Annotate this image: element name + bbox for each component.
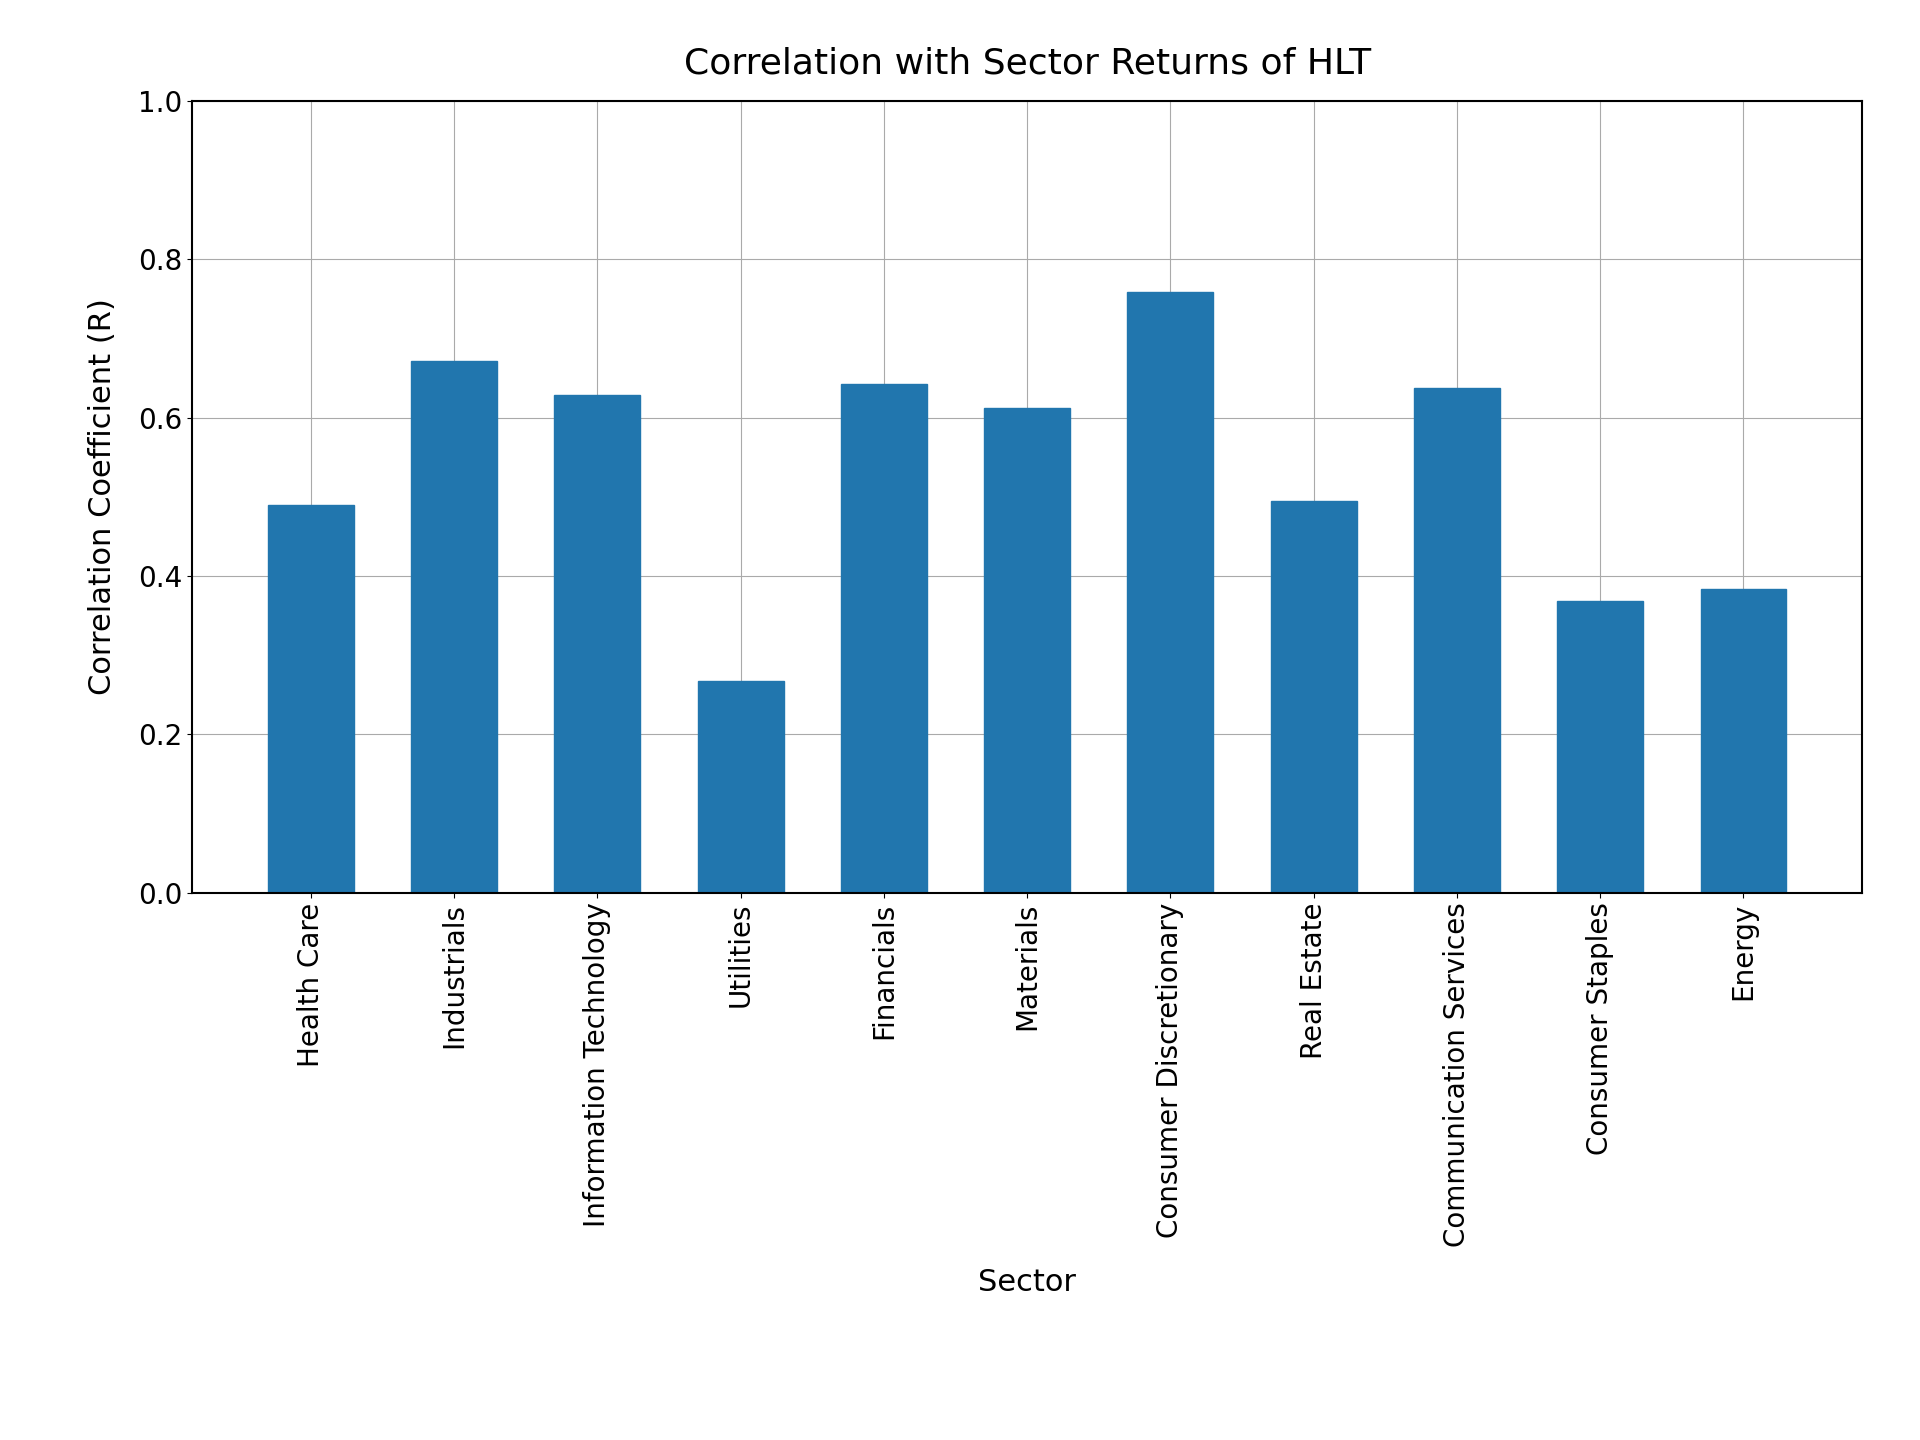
Bar <box>697 681 783 893</box>
X-axis label: Sector: Sector <box>977 1269 1077 1297</box>
Bar <box>841 384 927 893</box>
Bar <box>1557 602 1644 893</box>
Title: Correlation with Sector Returns of HLT: Correlation with Sector Returns of HLT <box>684 46 1371 81</box>
Bar <box>985 408 1069 893</box>
Bar <box>269 505 353 893</box>
Bar <box>1701 589 1786 893</box>
Bar <box>1413 387 1500 893</box>
Bar <box>411 360 497 893</box>
Bar <box>555 396 641 893</box>
Bar <box>1271 501 1357 893</box>
Bar <box>1127 292 1213 893</box>
Y-axis label: Correlation Coefficient (R): Correlation Coefficient (R) <box>88 298 117 696</box>
